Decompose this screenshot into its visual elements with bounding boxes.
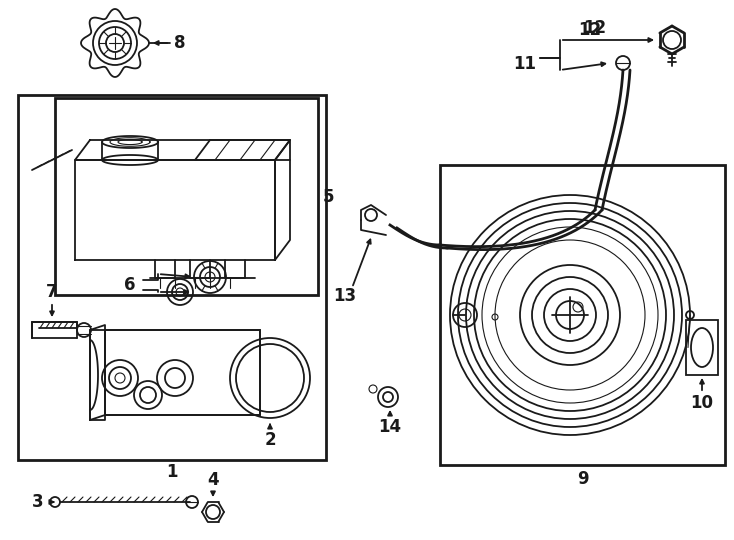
Text: 1: 1 — [166, 463, 178, 481]
Text: 8: 8 — [174, 34, 186, 52]
Text: 3: 3 — [32, 493, 44, 511]
Bar — [440, 165, 725, 465]
Text: 9: 9 — [577, 470, 589, 488]
Text: 5: 5 — [322, 187, 334, 206]
Text: 4: 4 — [207, 471, 219, 489]
Text: 7: 7 — [46, 283, 58, 301]
Text: 13: 13 — [333, 287, 357, 305]
Text: 12: 12 — [584, 19, 606, 37]
Text: 10: 10 — [691, 394, 713, 412]
Bar — [686, 320, 718, 375]
Text: 14: 14 — [379, 418, 401, 436]
Text: 2: 2 — [264, 431, 276, 449]
Text: 11: 11 — [514, 55, 537, 73]
Bar — [55, 98, 318, 295]
Text: 12: 12 — [578, 21, 602, 39]
Text: 6: 6 — [124, 276, 136, 294]
Bar — [18, 95, 326, 460]
